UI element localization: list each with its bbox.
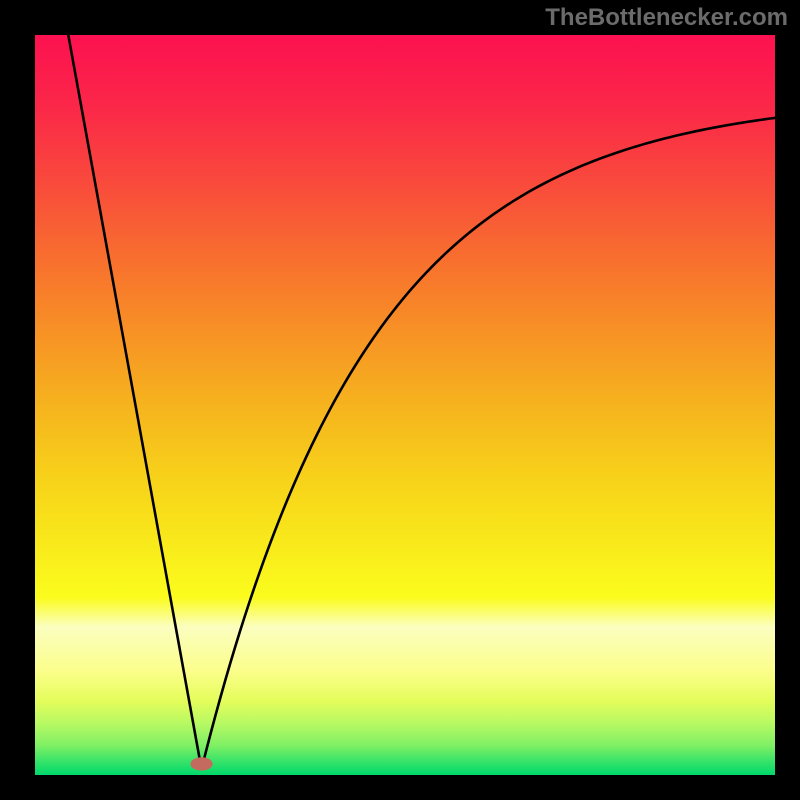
attribution-text: TheBottlenecker.com [545, 4, 788, 32]
gradient-background [35, 35, 775, 775]
chart-frame: TheBottlenecker.com [0, 0, 800, 800]
minimum-marker [190, 757, 212, 770]
bottleneck-chart [35, 35, 775, 775]
